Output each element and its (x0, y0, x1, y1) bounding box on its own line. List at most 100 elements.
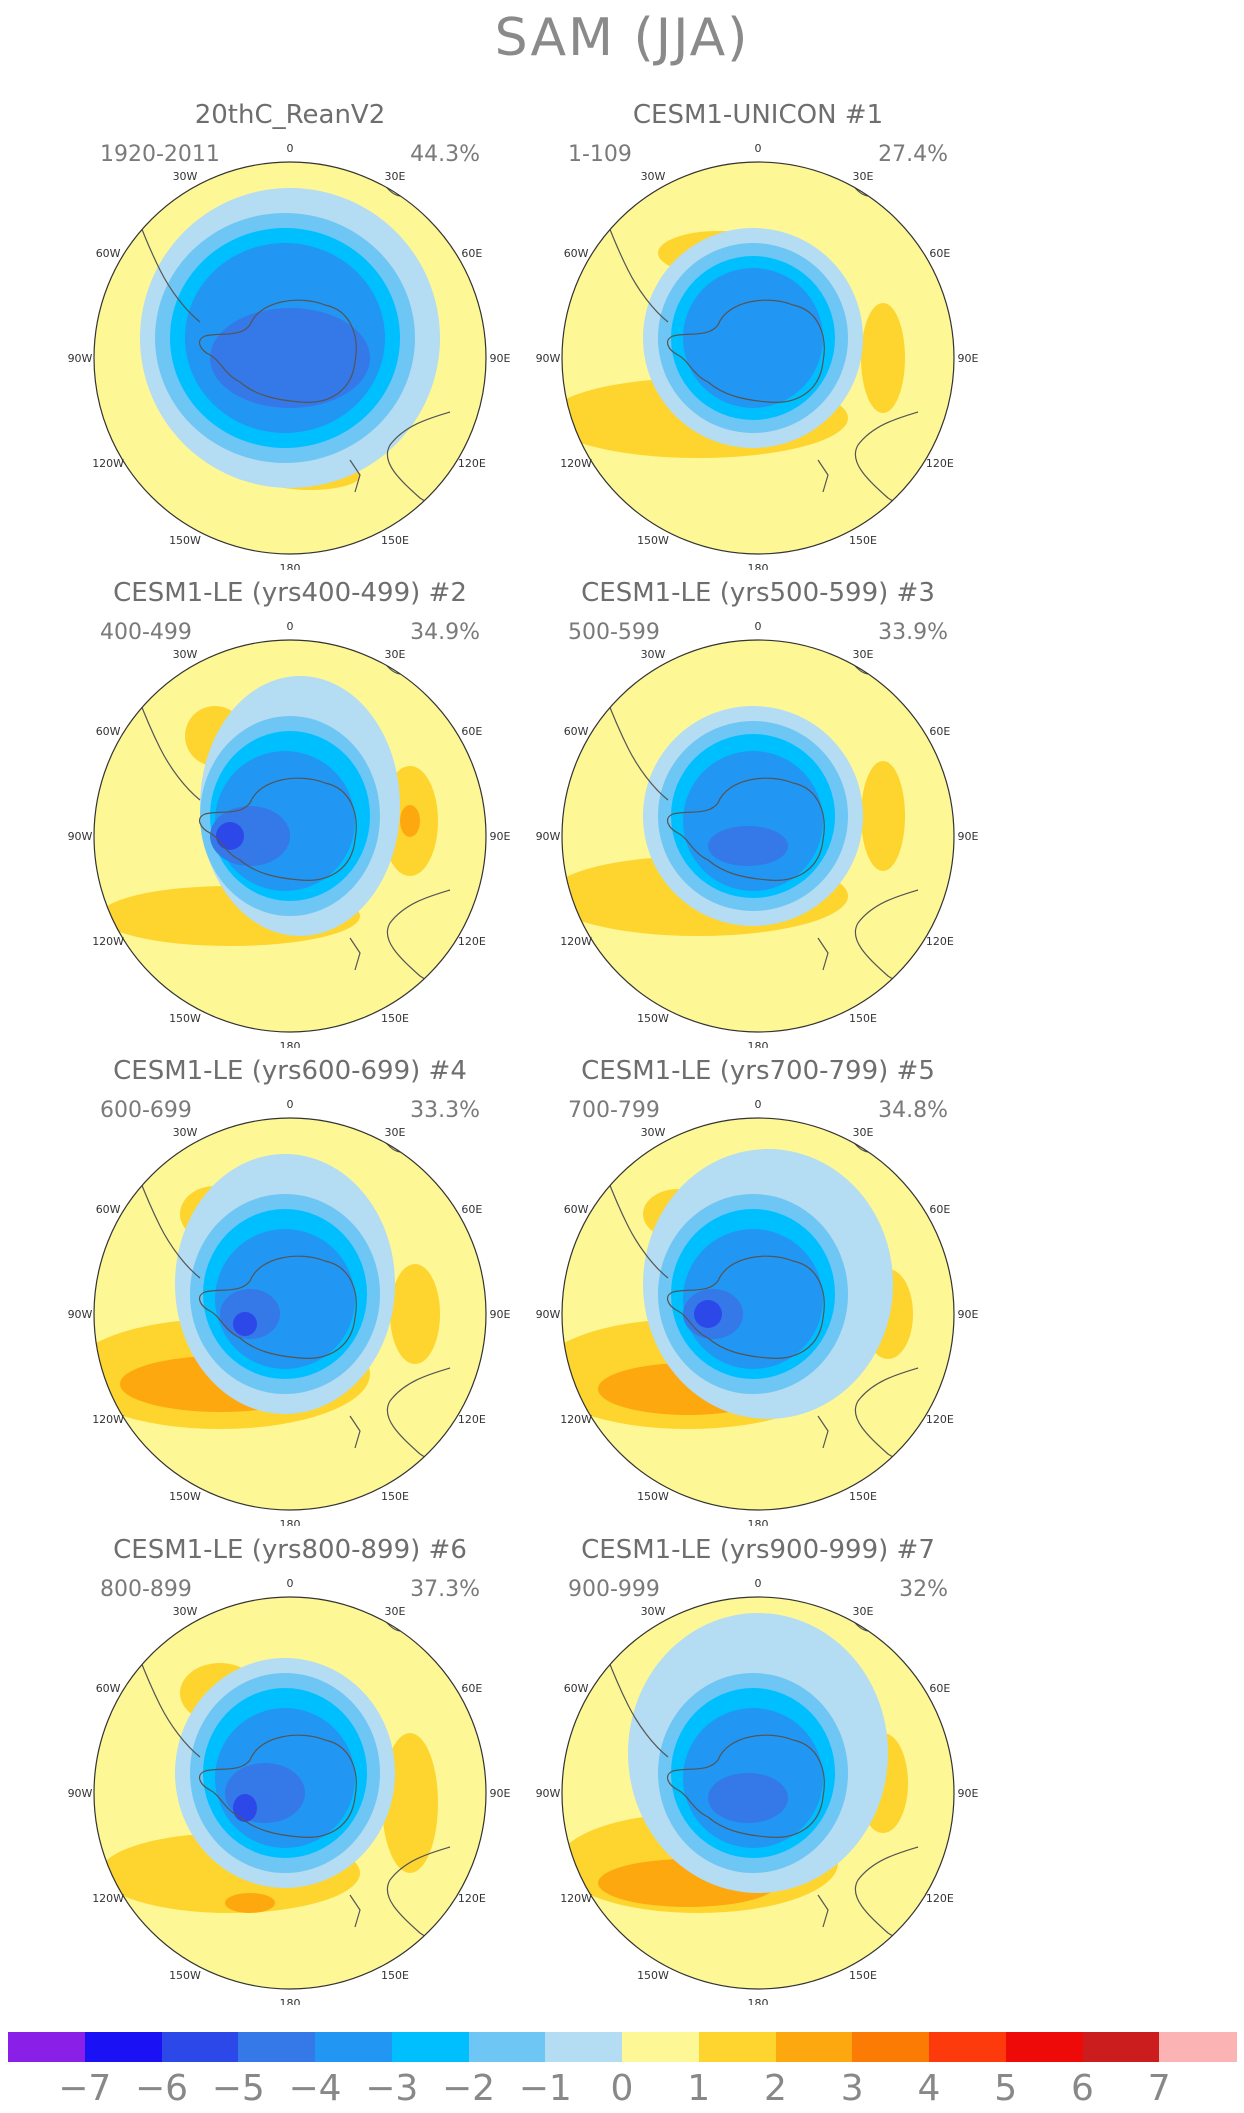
longitude-label: 150E (381, 534, 409, 547)
antarctica-coastline (198, 777, 357, 881)
colorbar-tick-label: 7 (1147, 2068, 1171, 2109)
polar-map: 0 30E 60E 90E 120E 150E 180 150W 120W 90W 60W 30W (536, 1577, 979, 2005)
colorbar-tick-label: 2 (764, 2068, 787, 2109)
longitude-label: 150E (849, 1012, 877, 1025)
antarctica-coastline (198, 1255, 357, 1359)
polar-map: 0 30E 60E 90E 120E 150E 180 150W 120W 90W 60W 30W (68, 142, 511, 570)
negative-anomaly-region (210, 308, 370, 408)
period-label: 1920-2011 (100, 142, 220, 167)
longitude-label: 120E (458, 1892, 486, 1905)
longitude-label: 30E (385, 1126, 406, 1139)
longitude-label: 120E (926, 935, 954, 948)
polar-map: 0 30E 60E 90E 120E 150E 180 150W 120W 90W 60W 30W (68, 1098, 511, 1526)
panel-title: CESM1-LE (yrs800-899) #6 (113, 1535, 467, 1565)
period-label: 700-799 (568, 1098, 660, 1123)
new-zealand-coastline (817, 459, 829, 493)
longitude-label: 150W (169, 1969, 201, 1982)
positive-anomaly-region (225, 1893, 275, 1913)
longitude-label: 90E (490, 1308, 511, 1321)
negative-anomaly-region (708, 826, 788, 866)
longitude-label: 150W (169, 1012, 201, 1025)
colorbar-swatch (1159, 2032, 1237, 2062)
map-boundary (93, 1117, 487, 1511)
longitude-label: 120W (92, 1892, 124, 1905)
map-boundary (561, 1596, 955, 1990)
longitude-label: 30W (641, 648, 666, 661)
longitude-label: 180 (280, 562, 301, 570)
longitude-label: 150W (637, 1012, 669, 1025)
longitude-label: 90W (68, 352, 93, 365)
longitude-label: 90W (536, 1787, 561, 1800)
longitude-label: 180 (748, 562, 769, 570)
panel-title: CESM1-LE (yrs900-999) #7 (581, 1535, 935, 1565)
colorbar-tick-label: 6 (1071, 2068, 1094, 2109)
longitude-label: 150E (849, 1969, 877, 1982)
period-label: 800-899 (100, 1577, 192, 1602)
longitude-label: 30W (173, 648, 198, 661)
variance-explained-label: 44.3% (410, 142, 480, 167)
panel-title: 20thC_ReanV2 (194, 100, 386, 130)
map-boundary (93, 1596, 487, 1990)
longitude-label: 60E (929, 247, 950, 260)
longitude-label: 30W (173, 1126, 198, 1139)
longitude-label: 150E (381, 1012, 409, 1025)
longitude-label: 90E (490, 830, 511, 843)
longitude-label: 30E (853, 1605, 874, 1618)
panel-title: CESM1-LE (yrs600-699) #4 (113, 1056, 467, 1086)
negative-anomaly-region (708, 1773, 788, 1823)
longitude-label: 60W (96, 725, 121, 738)
period-label: 900-999 (568, 1577, 660, 1602)
antarctica-coastline (198, 299, 357, 403)
negative-anomaly-region (216, 822, 244, 850)
period-label: 600-699 (100, 1098, 192, 1123)
variance-explained-label: 33.3% (410, 1098, 480, 1123)
variance-explained-label: 32% (899, 1577, 948, 1602)
longitude-label: 180 (748, 1997, 769, 2005)
longitude-label: 30E (385, 1605, 406, 1618)
longitude-label: 30E (385, 170, 406, 183)
colorbar-tick-label: −7 (58, 2068, 112, 2109)
map-panel: CESM1-LE (yrs700-799) #5 700-799 34.8% 0 30E… (528, 1056, 988, 1526)
period-label: 500-599 (568, 620, 660, 645)
longitude-label: 30W (641, 1605, 666, 1618)
colorbar (8, 2032, 1237, 2062)
longitude-label: 120E (458, 1413, 486, 1426)
colorbar-swatch (468, 2032, 546, 2062)
longitude-label: 60W (564, 725, 589, 738)
colorbar-tick-label: 0 (610, 2068, 634, 2109)
longitude-label: 60W (96, 1203, 121, 1216)
map-panel: CESM1-LE (yrs900-999) #7 900-999 32% 0 30E 60… (528, 1535, 988, 2005)
colorbar-swatch (84, 2032, 162, 2062)
longitude-label: 90W (536, 1308, 561, 1321)
colorbar-swatch (1005, 2032, 1083, 2062)
colorbar-swatch (391, 2032, 469, 2062)
variance-explained-label: 37.3% (410, 1577, 480, 1602)
panel-title: CESM1-LE (yrs500-599) #3 (581, 578, 935, 608)
longitude-label: 30E (853, 648, 874, 661)
longitude-label: 120W (560, 1413, 592, 1426)
longitude-label: 90W (68, 1787, 93, 1800)
new-zealand-coastline (349, 1894, 361, 1928)
longitude-label: 90E (958, 1787, 979, 1800)
map-panel: CESM1-LE (yrs500-599) #3 500-599 33.9% 0 30E… (528, 578, 988, 1048)
antarctica-coastline (666, 1255, 825, 1359)
longitude-label: 60W (564, 1203, 589, 1216)
longitude-label: 150E (381, 1969, 409, 1982)
polar-map: 0 30E 60E 90E 120E 150E 180 150W 120W 90W 60W 30W (536, 1098, 979, 1526)
colorbar-swatch (622, 2032, 700, 2062)
longitude-label: 30E (853, 170, 874, 183)
new-zealand-coastline (349, 459, 361, 493)
longitude-label: 60W (96, 1682, 121, 1695)
panel-title: CESM1-LE (yrs700-799) #5 (581, 1056, 935, 1086)
map-panel: CESM1-LE (yrs400-499) #2 400-499 34.9% 0 30E… (60, 578, 520, 1048)
new-zealand-coastline (349, 1415, 361, 1449)
period-label: 1-109 (568, 142, 632, 167)
longitude-label: 60W (564, 1682, 589, 1695)
map-panel: 20thC_ReanV2 1920-2011 44.3% 0 30E 60E 90E 120E… (60, 100, 520, 570)
longitude-label: 90E (958, 830, 979, 843)
positive-anomaly-region (390, 1264, 440, 1364)
negative-anomaly-region (694, 1300, 722, 1328)
longitude-label: 150E (849, 534, 877, 547)
colorbar-swatch (315, 2032, 393, 2062)
polar-map: 0 30E 60E 90E 120E 150E 180 150W 120W 90W 60W 30W (536, 142, 979, 570)
